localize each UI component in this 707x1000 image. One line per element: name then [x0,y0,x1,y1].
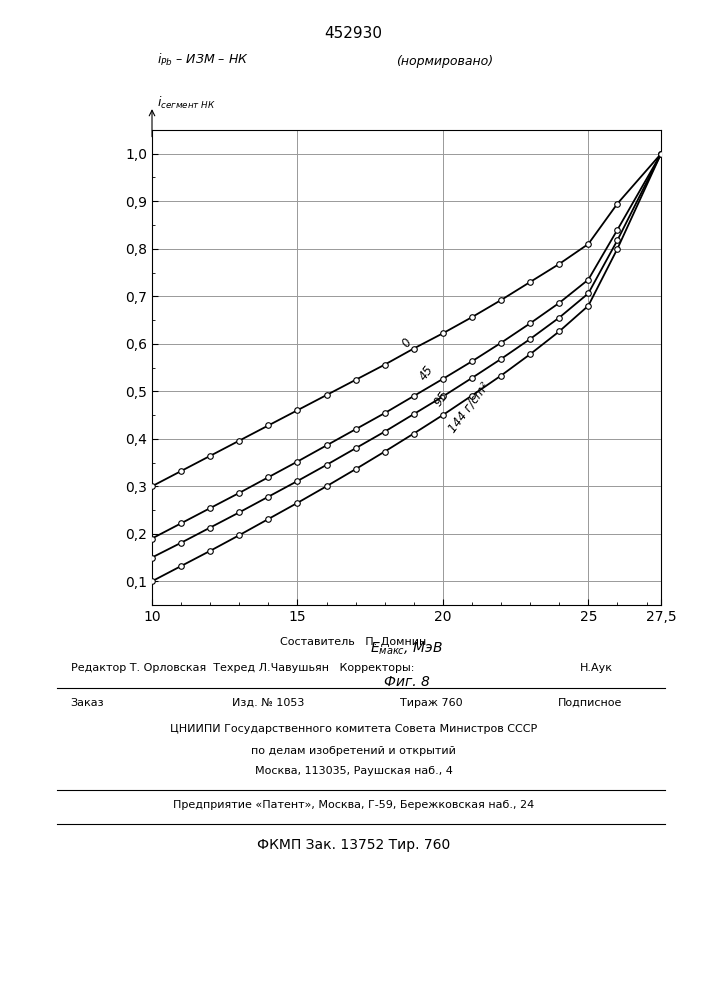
Text: Н.Аук: Н.Аук [580,663,613,673]
Text: $i_{сегмент\ НК}$: $i_{сегмент\ НК}$ [157,95,216,111]
Text: Москва, 113035, Раушская наб., 4: Москва, 113035, Раушская наб., 4 [255,766,452,776]
Text: 45: 45 [416,363,436,383]
Text: $i_{Pb}$ – ИЗМ – НК: $i_{Pb}$ – ИЗМ – НК [157,52,249,68]
Text: Подписное: Подписное [558,698,622,708]
Text: 144 г/cm²: 144 г/cm² [446,380,492,435]
Text: по делам изобретений и открытий: по делам изобретений и открытий [251,746,456,756]
Text: Составитель   П. Домнин: Составитель П. Домнин [281,637,426,647]
Text: Изд. № 1053: Изд. № 1053 [233,698,305,708]
Text: (нормировано): (нормировано) [397,55,493,68]
Text: 0: 0 [399,336,414,349]
Text: 95: 95 [431,389,450,409]
Text: ЦНИИПИ Государственного комитета Совета Министров СССР: ЦНИИПИ Государственного комитета Совета … [170,724,537,734]
Text: Фиг. 8: Фиг. 8 [384,675,429,689]
Text: $E_{макс}$, МэВ: $E_{макс}$, МэВ [370,641,443,657]
Text: Тираж 760: Тираж 760 [400,698,462,708]
Text: 452930: 452930 [325,26,382,41]
Text: ФКМП Зак. 13752 Тир. 760: ФКМП Зак. 13752 Тир. 760 [257,838,450,852]
Text: Редактор Т. Орловская  Техред Л.Чавушьян   Корректоры:: Редактор Т. Орловская Техред Л.Чавушьян … [71,663,414,673]
Text: Заказ: Заказ [71,698,105,708]
Text: Предприятие «Патент», Москва, Г-59, Бережковская наб., 24: Предприятие «Патент», Москва, Г-59, Бере… [173,800,534,810]
